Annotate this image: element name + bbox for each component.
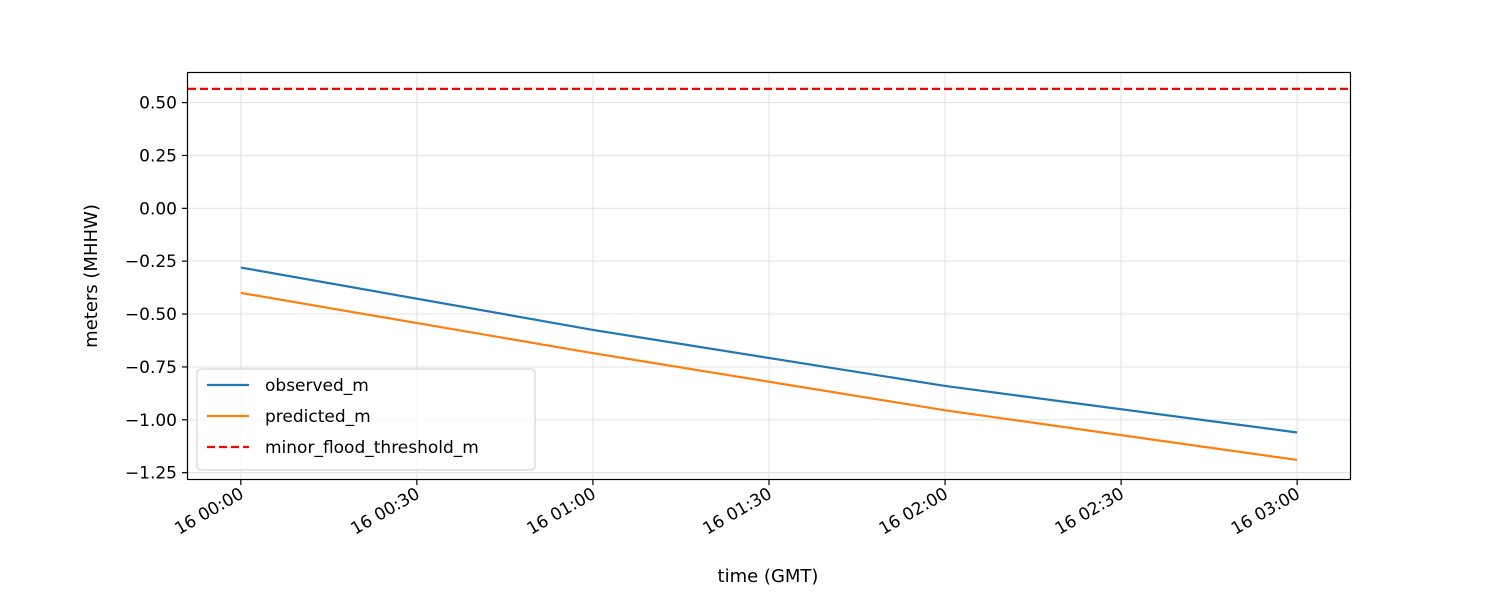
series-layer: [188, 87, 1350, 462]
y-tick-label: −1.00: [125, 411, 177, 431]
grid-layer: [188, 73, 1350, 479]
x-tick-label: 16 01:00: [524, 484, 600, 539]
legend: observed_m predicted_m minor_flood_thresho…: [196, 368, 536, 471]
y-tick-label: 0.50: [139, 94, 177, 114]
y-tick-label: 0.00: [139, 199, 177, 219]
x-tick-label: 16 02:30: [1052, 484, 1128, 539]
x-tick-label: 16 02:00: [876, 484, 952, 539]
series-line-predicted_m: [240, 291, 1298, 462]
series-line-observed_m: [240, 266, 1298, 434]
x-tick-label: 16 03:00: [1228, 484, 1304, 539]
y-tick-label: −1.25: [125, 464, 177, 484]
x-tick-label: 16 00:00: [171, 484, 247, 539]
legend-label: predicted_m: [265, 407, 371, 427]
legend-box: [196, 368, 536, 471]
plot-frame: [186, 71, 1352, 481]
legend-label: observed_m: [265, 376, 369, 396]
y-tick-label: 0.25: [139, 146, 177, 166]
y-axis-ticks: 0.50 0.25 0.00 −0.25 −0.50 −0.75 −1.00 −1.25: [125, 94, 188, 484]
y-tick-label: −0.75: [125, 358, 177, 378]
y-tick-label: −0.25: [125, 252, 177, 272]
x-tick-label: 16 01:30: [700, 484, 776, 539]
x-axis-ticks: 16 00:00 16 00:30 16 01:00 16 01:30 16 02:00…: [171, 479, 1304, 539]
y-tick-label: −0.50: [125, 305, 177, 325]
x-axis-label: time (GMT): [718, 566, 819, 587]
legend-label: minor_flood_threshold_m: [265, 438, 479, 458]
y-axis-label: meters (MHHW): [81, 204, 102, 348]
x-tick-label: 16 00:30: [348, 484, 424, 539]
